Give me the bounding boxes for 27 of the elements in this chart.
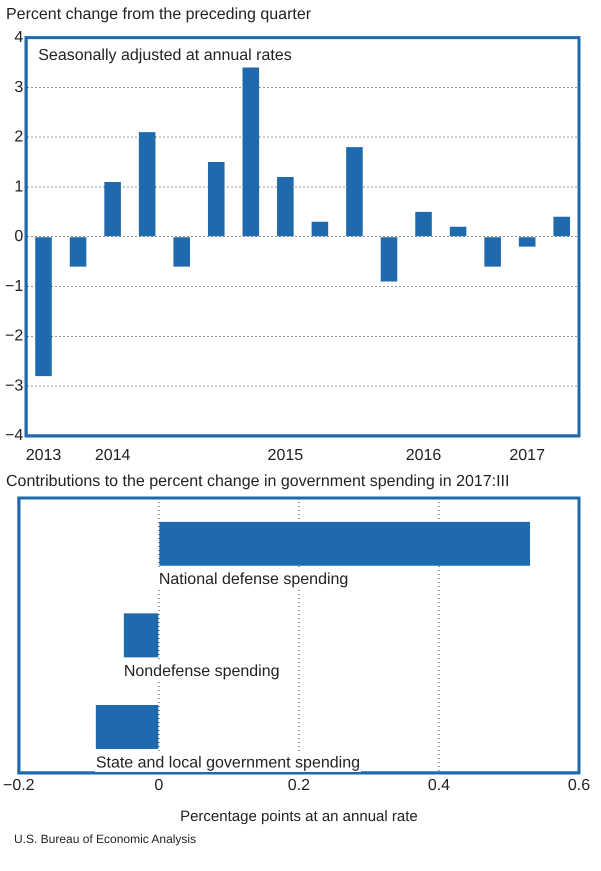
y-tick-label: −4 xyxy=(4,427,24,444)
y-tick-label: −2 xyxy=(4,328,24,345)
y-tick-label: National defense spending xyxy=(158,571,348,588)
x-tick-label: 2017 xyxy=(509,446,546,464)
x-tick-label: 0.6 xyxy=(568,776,590,794)
x-tick-label: 0 xyxy=(154,776,164,794)
y-tick-label: State and local government spending xyxy=(96,754,360,772)
x-tick-label: 0.4 xyxy=(428,776,450,794)
y-tick-label: 0 xyxy=(14,228,24,246)
x-tick-label: −0.2 xyxy=(2,776,35,794)
x-tick-label: 0.2 xyxy=(288,776,310,794)
x-axis-title: Percentage points at an annual rate xyxy=(180,808,418,826)
x-tick-label: 2016 xyxy=(406,446,442,464)
y-tick-label: 2 xyxy=(14,128,24,146)
chart-title: Contributions to the percent change in government spending in 2017:III xyxy=(5,472,510,492)
y-tick-label: 3 xyxy=(14,78,24,96)
y-tick-label: 4 xyxy=(14,29,24,46)
y-tick-label: Nondefense spending xyxy=(124,662,280,680)
y-tick-label: 1 xyxy=(14,178,24,196)
annotation: Seasonally adjusted at annual rates xyxy=(38,47,292,64)
x-tick-label: 2014 xyxy=(94,446,131,464)
y-tick-label: −1 xyxy=(4,278,24,295)
chart-title: Percent change from the preceding quarter xyxy=(5,5,312,25)
x-tick-label: 2015 xyxy=(268,446,304,464)
text: U.S. Bureau of Economic Analysis xyxy=(13,832,198,846)
y-tick-label: −3 xyxy=(4,377,24,394)
x-tick-label: 2013 xyxy=(26,446,62,464)
